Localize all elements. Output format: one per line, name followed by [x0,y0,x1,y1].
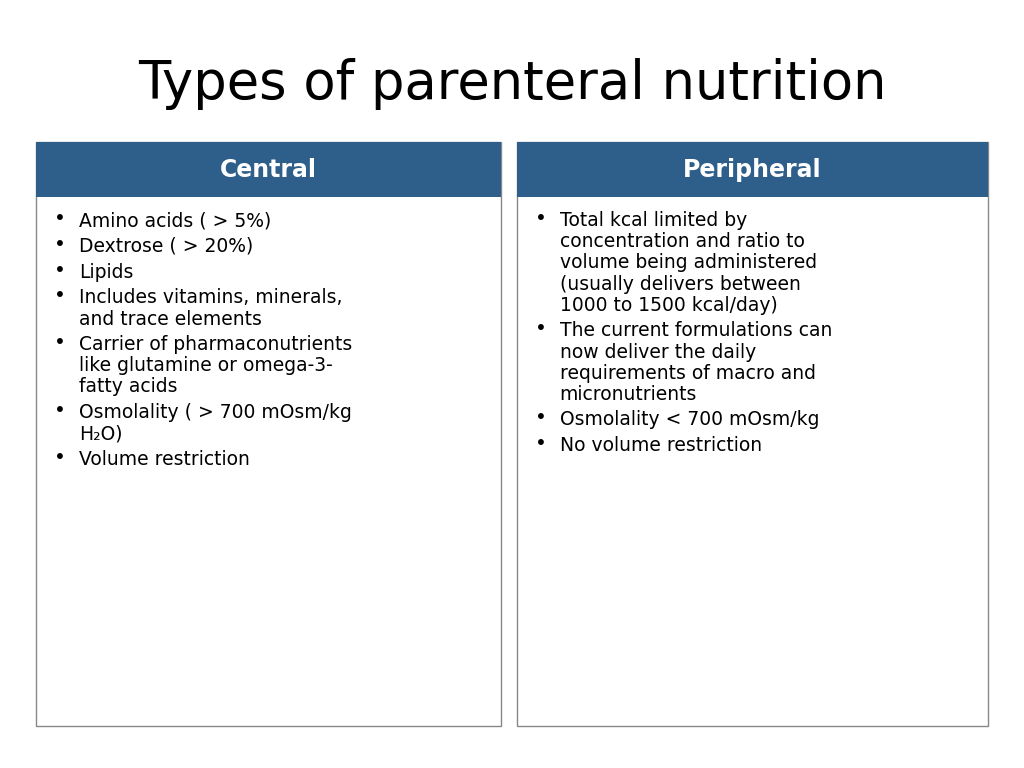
Text: and trace elements: and trace elements [79,310,262,329]
Text: Total kcal limited by: Total kcal limited by [559,211,746,230]
Text: •: • [535,434,547,453]
Text: like glutamine or omega-3-: like glutamine or omega-3- [79,356,333,376]
Text: Central: Central [220,157,317,182]
Text: •: • [535,319,547,338]
Text: Amino acids ( > 5%): Amino acids ( > 5%) [79,211,271,230]
Text: •: • [535,209,547,228]
Text: fatty acids: fatty acids [79,378,177,396]
Text: No volume restriction: No volume restriction [559,436,762,455]
Text: requirements of macro and: requirements of macro and [559,364,815,382]
Text: •: • [54,448,67,467]
Text: (usually delivers between: (usually delivers between [559,275,801,293]
Text: Peripheral: Peripheral [683,157,821,182]
Text: Dextrose ( > 20%): Dextrose ( > 20%) [79,237,253,256]
FancyBboxPatch shape [516,142,988,726]
Text: 1000 to 1500 kcal/day): 1000 to 1500 kcal/day) [559,296,777,315]
Text: •: • [54,401,67,420]
Text: Volume restriction: Volume restriction [79,450,250,469]
Text: Osmolality < 700 mOsm/kg: Osmolality < 700 mOsm/kg [559,411,819,429]
Text: Lipids: Lipids [79,263,133,282]
Text: •: • [54,235,67,253]
FancyBboxPatch shape [36,142,502,726]
Text: Types of parenteral nutrition: Types of parenteral nutrition [138,58,886,110]
Text: •: • [535,409,547,427]
FancyBboxPatch shape [36,142,502,197]
Text: micronutrients: micronutrients [559,385,697,404]
Text: •: • [54,333,67,352]
Text: Carrier of pharmaconutrients: Carrier of pharmaconutrients [79,335,352,354]
Text: now deliver the daily: now deliver the daily [559,343,756,362]
Text: Osmolality ( > 700 mOsm/kg: Osmolality ( > 700 mOsm/kg [79,403,351,422]
FancyBboxPatch shape [516,142,988,197]
Text: volume being administered: volume being administered [559,253,817,273]
Text: •: • [54,209,67,228]
Text: H₂O): H₂O) [79,424,122,443]
Text: concentration and ratio to: concentration and ratio to [559,232,805,251]
Text: •: • [54,260,67,280]
Text: The current formulations can: The current formulations can [559,322,831,340]
Text: Includes vitamins, minerals,: Includes vitamins, minerals, [79,288,342,307]
Text: •: • [54,286,67,305]
